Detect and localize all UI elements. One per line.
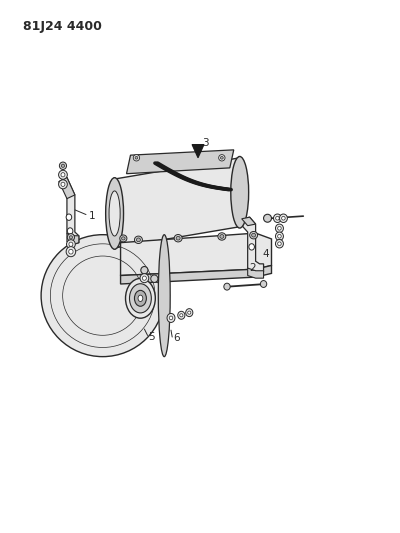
Ellipse shape [120,235,127,242]
Ellipse shape [106,177,124,249]
Ellipse shape [138,295,143,302]
Ellipse shape [278,235,281,238]
Ellipse shape [67,233,74,241]
Ellipse shape [176,236,180,240]
Ellipse shape [126,278,155,318]
Ellipse shape [276,239,284,248]
Ellipse shape [69,236,72,239]
Ellipse shape [61,182,65,187]
Ellipse shape [66,240,75,249]
Polygon shape [242,217,256,225]
Text: 2: 2 [250,263,256,273]
Ellipse shape [276,224,284,232]
Ellipse shape [151,275,158,282]
Ellipse shape [122,237,125,240]
Ellipse shape [61,173,65,177]
Polygon shape [114,158,240,248]
Ellipse shape [249,244,254,250]
Ellipse shape [264,214,272,222]
Ellipse shape [278,227,281,230]
Ellipse shape [250,231,258,239]
Ellipse shape [59,162,66,169]
Text: 81J24 4400: 81J24 4400 [23,20,102,33]
Ellipse shape [278,242,281,246]
Text: 4: 4 [263,249,269,259]
Ellipse shape [218,233,226,240]
Ellipse shape [219,155,225,161]
Ellipse shape [66,247,76,257]
Ellipse shape [66,214,72,220]
Polygon shape [248,268,264,278]
Ellipse shape [231,157,249,228]
Ellipse shape [180,314,183,317]
Ellipse shape [167,313,175,322]
Ellipse shape [186,309,193,317]
Ellipse shape [136,238,140,241]
Ellipse shape [133,155,140,161]
Text: 3: 3 [202,139,209,149]
Ellipse shape [282,216,285,220]
Ellipse shape [260,280,267,287]
Ellipse shape [69,249,73,254]
Ellipse shape [224,283,230,290]
Ellipse shape [276,216,279,220]
Ellipse shape [220,235,224,238]
Ellipse shape [280,214,287,222]
Polygon shape [120,265,272,284]
Ellipse shape [134,236,142,244]
Ellipse shape [188,311,191,314]
Polygon shape [192,144,204,158]
Text: 5: 5 [148,332,155,342]
Ellipse shape [158,235,170,357]
Ellipse shape [135,157,138,159]
Ellipse shape [178,311,185,319]
Ellipse shape [142,276,146,280]
Text: 6: 6 [173,333,180,343]
Ellipse shape [58,170,67,179]
Ellipse shape [274,214,282,222]
Ellipse shape [134,290,146,306]
Ellipse shape [130,284,151,313]
Ellipse shape [41,235,164,357]
Polygon shape [67,233,79,245]
Polygon shape [126,150,234,174]
Text: 1: 1 [89,211,96,221]
Ellipse shape [220,157,223,159]
Ellipse shape [174,235,182,242]
Ellipse shape [276,232,284,240]
Ellipse shape [169,316,173,320]
Polygon shape [59,177,75,199]
Polygon shape [59,177,79,245]
Ellipse shape [61,164,64,167]
Ellipse shape [67,228,73,234]
Ellipse shape [69,242,73,246]
Ellipse shape [109,191,120,236]
Ellipse shape [140,273,149,282]
Ellipse shape [58,180,67,189]
Polygon shape [242,217,264,272]
Polygon shape [120,233,272,276]
Ellipse shape [252,233,256,237]
Ellipse shape [141,266,148,274]
